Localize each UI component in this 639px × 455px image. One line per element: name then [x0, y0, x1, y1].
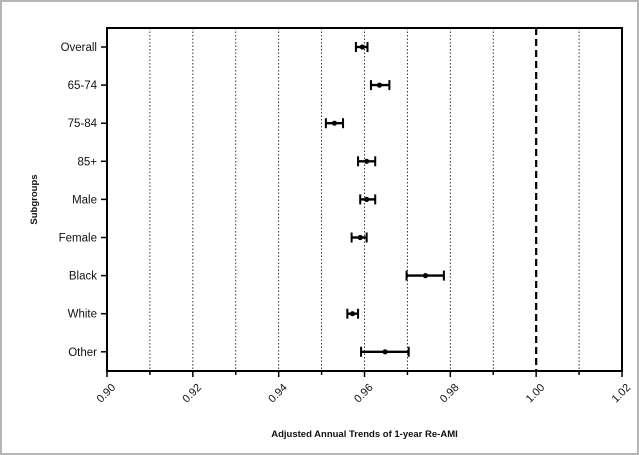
category-label: 85+ — [77, 156, 97, 168]
x-tick-label: 1.00 — [524, 382, 548, 406]
point-estimate — [359, 44, 365, 50]
y-axis-title: Subgroups — [29, 174, 40, 224]
category-label: 75-84 — [68, 118, 98, 130]
x-tick-label: 0.92 — [180, 382, 204, 406]
grid-lines — [149, 28, 580, 371]
category-label: White — [68, 309, 97, 321]
x-axis-ticks: 0.90 0.92 0.94 0.96 0.98 1.00 1.02 — [95, 371, 634, 406]
x-tick-label: 0.98 — [438, 382, 462, 406]
category-label: 65-74 — [68, 80, 98, 92]
x-tick-label: 0.94 — [266, 382, 290, 406]
category-label: Female — [59, 233, 97, 245]
category-label: Male — [72, 194, 97, 206]
x-tick-label: 1.02 — [610, 382, 634, 406]
x-tick-label: 0.96 — [352, 382, 376, 406]
point-estimate — [364, 158, 370, 164]
point-estimate — [331, 120, 338, 126]
category-label: Other — [68, 347, 97, 359]
confidence-intervals — [324, 42, 445, 357]
point-estimate — [422, 273, 429, 279]
y-axis-ticks: Overall 65-74 75-84 85+ Male Female Black White… — [59, 42, 107, 359]
category-label: Overall — [61, 42, 97, 54]
point-estimate — [364, 196, 370, 202]
category-label: Black — [69, 271, 97, 283]
point-estimate — [376, 82, 383, 88]
x-tick-label: 0.90 — [95, 382, 119, 406]
x-axis-title: Adjusted Annual Trends of 1-year Re-AMI — [271, 429, 458, 440]
point-estimate — [357, 234, 363, 241]
point-estimate — [349, 311, 356, 317]
point-estimate — [382, 349, 388, 355]
